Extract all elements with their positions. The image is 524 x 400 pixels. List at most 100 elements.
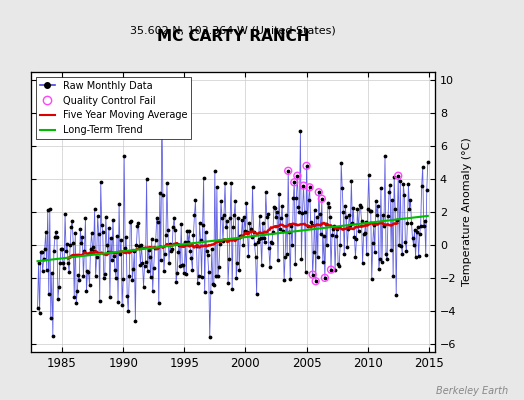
Point [419,164,427,170]
Point [295,209,303,215]
Point [151,236,160,243]
Point [73,288,82,294]
Point [70,294,79,300]
Point [399,181,408,188]
Point [75,277,83,283]
Point [144,268,152,274]
Point [322,221,330,227]
Point [323,242,331,248]
Point [86,246,95,252]
Point [65,269,73,275]
Point [230,212,238,218]
Point [43,206,52,213]
Point [92,273,100,280]
Point [179,262,188,268]
Point [58,246,66,252]
Point [394,172,402,179]
Point [188,267,196,273]
Point [365,172,373,179]
Point [97,222,106,228]
Point [218,214,226,221]
Point [133,223,141,230]
Point [243,229,252,236]
Point [276,226,284,232]
Point [167,248,175,254]
Point [69,240,78,246]
Point [84,269,93,275]
Point [418,182,426,189]
Point [114,299,122,305]
Point [363,250,371,257]
Point [109,216,117,223]
Point [269,229,277,236]
Point [232,275,241,281]
Point [37,248,45,255]
Point [314,189,323,196]
Point [199,222,207,228]
Point [160,268,168,274]
Point [117,237,125,244]
Point [176,263,184,270]
Point [139,284,148,290]
Point [80,248,89,254]
Point [332,233,340,239]
Point [116,251,124,258]
Point [348,220,356,226]
Point [88,230,96,237]
Point [229,224,237,230]
Point [393,217,401,223]
Point [296,128,304,135]
Point [315,210,324,217]
Point [280,277,288,283]
Point [391,206,399,213]
Point [246,226,255,232]
Point [100,275,108,282]
Point [311,207,319,214]
Point [154,219,162,226]
Point [298,210,307,216]
Point [347,178,356,184]
Point [364,206,372,212]
Point [411,254,420,261]
Point [283,251,291,257]
Point [190,212,199,218]
Point [231,198,239,204]
Point [421,252,430,258]
Point [288,242,297,248]
Point [54,296,62,302]
Point [48,270,56,276]
Point [305,184,314,190]
Point [351,254,359,260]
Point [397,243,406,249]
Point [217,197,225,204]
Point [390,174,398,180]
Point [206,289,215,296]
Point [158,104,166,110]
Point [135,242,144,249]
Point [381,152,389,159]
Point [226,215,234,221]
Point [382,251,390,257]
Point [398,251,407,257]
Point [49,332,57,339]
Point [293,172,301,179]
Point [267,239,275,245]
Point [367,276,376,282]
Point [208,246,216,252]
Point [318,196,326,202]
Point [171,227,179,233]
Point [257,262,266,268]
Point [312,214,321,220]
Point [60,265,68,272]
Point [93,213,102,219]
Point [250,241,259,247]
Point [202,248,211,254]
Point [164,227,172,233]
Point [249,229,258,235]
Point [258,220,267,226]
Point [212,273,220,280]
Point [85,282,94,288]
Point [220,212,228,218]
Point [359,231,368,238]
Point [236,232,245,239]
